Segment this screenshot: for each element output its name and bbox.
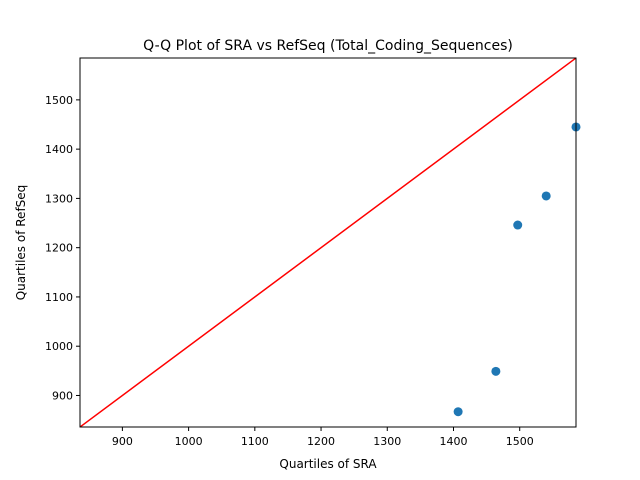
y-tick-label: 1100 <box>45 291 73 304</box>
y-tick-label: 1400 <box>45 143 73 156</box>
x-axis-label: Quartiles of SRA <box>279 457 377 471</box>
axis-ticks: 900 1000 1100 1200 1300 1400 1500 900 1000 1100 12… <box>45 94 534 448</box>
reference-line <box>80 58 576 427</box>
x-tick-label: 900 <box>112 435 133 448</box>
y-tick-label: 900 <box>52 389 73 402</box>
axes-frame <box>79 57 577 428</box>
data-point-2 <box>491 366 501 376</box>
x-tick-label: 1400 <box>439 435 467 448</box>
y-tick-label: 1500 <box>45 94 73 107</box>
y-axis-label: Quartiles of RefSeq <box>14 185 28 301</box>
plot-content <box>80 58 581 427</box>
x-tick-label: 1500 <box>506 435 534 448</box>
x-tick-label: 1200 <box>307 435 335 448</box>
data-point-1 <box>453 407 463 417</box>
y-tick-label: 1200 <box>45 242 73 255</box>
y-tick-label: 1300 <box>45 192 73 205</box>
data-point-3 <box>513 220 523 230</box>
chart-title: Q-Q Plot of SRA vs RefSeq (Total_Coding_… <box>143 38 513 54</box>
x-tick-label: 1000 <box>175 435 203 448</box>
x-tick-label: 1100 <box>241 435 269 448</box>
y-tick-label: 1000 <box>45 340 73 353</box>
x-tick-label: 1300 <box>373 435 401 448</box>
data-point-4 <box>541 191 551 201</box>
